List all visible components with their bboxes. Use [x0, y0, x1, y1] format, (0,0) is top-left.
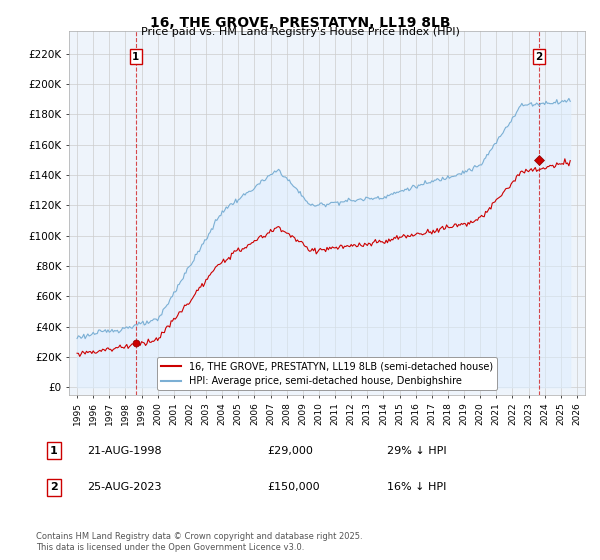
Text: Price paid vs. HM Land Registry's House Price Index (HPI): Price paid vs. HM Land Registry's House … [140, 27, 460, 37]
Text: £150,000: £150,000 [267, 482, 320, 492]
Text: 21-AUG-1998: 21-AUG-1998 [87, 446, 161, 456]
Legend: 16, THE GROVE, PRESTATYN, LL19 8LB (semi-detached house), HPI: Average price, se: 16, THE GROVE, PRESTATYN, LL19 8LB (semi… [157, 357, 497, 390]
Text: 29% ↓ HPI: 29% ↓ HPI [387, 446, 446, 456]
Text: 16% ↓ HPI: 16% ↓ HPI [387, 482, 446, 492]
Text: 2: 2 [535, 52, 542, 62]
Text: 16, THE GROVE, PRESTATYN, LL19 8LB: 16, THE GROVE, PRESTATYN, LL19 8LB [150, 16, 450, 30]
Text: Contains HM Land Registry data © Crown copyright and database right 2025.
This d: Contains HM Land Registry data © Crown c… [36, 532, 362, 552]
Text: £29,000: £29,000 [267, 446, 313, 456]
Text: 1: 1 [50, 446, 58, 456]
Text: 2: 2 [50, 482, 58, 492]
Text: 1: 1 [132, 52, 139, 62]
Text: 25-AUG-2023: 25-AUG-2023 [87, 482, 161, 492]
